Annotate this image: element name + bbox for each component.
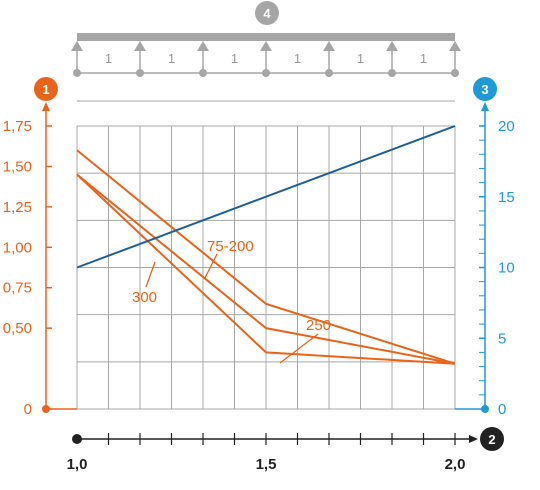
right-tick-label: 15: [498, 189, 515, 206]
badge-support-diagram-text: 4: [263, 6, 271, 21]
badge-right-axis: 3: [473, 77, 497, 101]
series-group: 75-200 250 300: [76, 125, 456, 365]
support-triangle-icon: [197, 41, 209, 51]
right-axis-origin-dot: [481, 405, 489, 413]
right-axis: 0 5 10 15 20: [455, 102, 515, 418]
x-axis-arrow: [469, 435, 478, 443]
support-node-dot: [451, 69, 459, 77]
series-label: 75-200: [207, 238, 254, 255]
left-axis: 0 0,50 0,75 1,00 1,25 1,50 1,75: [3, 102, 77, 418]
span-label: 1: [168, 51, 175, 66]
badge-x-axis-text: 2: [488, 432, 495, 447]
support-triangle-icon: [134, 41, 146, 51]
x-tick-label: 2,0: [445, 456, 466, 473]
span-label: 1: [420, 51, 427, 66]
x-tick-label: 1,0: [67, 456, 88, 473]
support-triangle-icon: [260, 41, 272, 51]
badge-left-axis-text: 1: [42, 82, 49, 97]
series-label: 300: [132, 289, 157, 306]
series-leader-line: [204, 253, 218, 279]
span-label: 1: [294, 51, 301, 66]
badge-support-diagram: 4: [255, 1, 279, 25]
support-node-dot: [136, 69, 144, 77]
support-node-dot: [388, 69, 396, 77]
support-node-dot: [73, 69, 81, 77]
span-label: 1: [357, 51, 364, 66]
support-diagram: 1 1 1 1 1 1: [71, 33, 461, 77]
badge-left-axis: 1: [34, 77, 58, 101]
x-tick-label: 1,5: [256, 456, 277, 473]
right-tick-label: 0: [498, 401, 506, 418]
left-axis-arrow: [42, 102, 50, 111]
span-label: 1: [105, 51, 112, 66]
right-tick-label: 10: [498, 260, 515, 277]
support-triangle-icon: [386, 41, 398, 51]
series-leader-line: [145, 261, 156, 288]
support-beam: [77, 33, 455, 41]
x-axis-origin-dot: [72, 434, 82, 444]
series-line-right-axis: [76, 125, 456, 269]
left-tick-label: 1,25: [3, 199, 32, 216]
series-line-75-200: [76, 149, 456, 365]
right-tick-label: 5: [498, 330, 506, 347]
span-label: 1: [231, 51, 238, 66]
chart-grid: [76, 100, 456, 410]
series-line-300: [76, 173, 456, 365]
x-axis: 1,0 1,5 2,0: [67, 433, 478, 473]
series-label: 250: [306, 317, 331, 334]
left-tick-label: 1,75: [3, 118, 32, 135]
support-node-dot: [325, 69, 333, 77]
right-tick-label: 20: [498, 118, 515, 135]
series-line-250: [76, 173, 456, 365]
support-node-dot: [199, 69, 207, 77]
support-triangle-icon: [71, 41, 83, 51]
right-axis-arrow: [481, 102, 489, 111]
support-node-dot: [262, 69, 270, 77]
left-tick-label: 1,00: [3, 239, 32, 256]
support-triangle-icon: [449, 41, 461, 51]
series-leader-line: [279, 333, 319, 364]
support-triangle-icon: [323, 41, 335, 51]
left-tick-label: 0,50: [3, 320, 32, 337]
badge-right-axis-text: 3: [481, 82, 488, 97]
left-tick-label: 0: [24, 401, 32, 418]
left-tick-label: 1,50: [3, 158, 32, 175]
badge-x-axis: 2: [480, 427, 504, 451]
left-tick-label: 0,75: [3, 280, 32, 297]
